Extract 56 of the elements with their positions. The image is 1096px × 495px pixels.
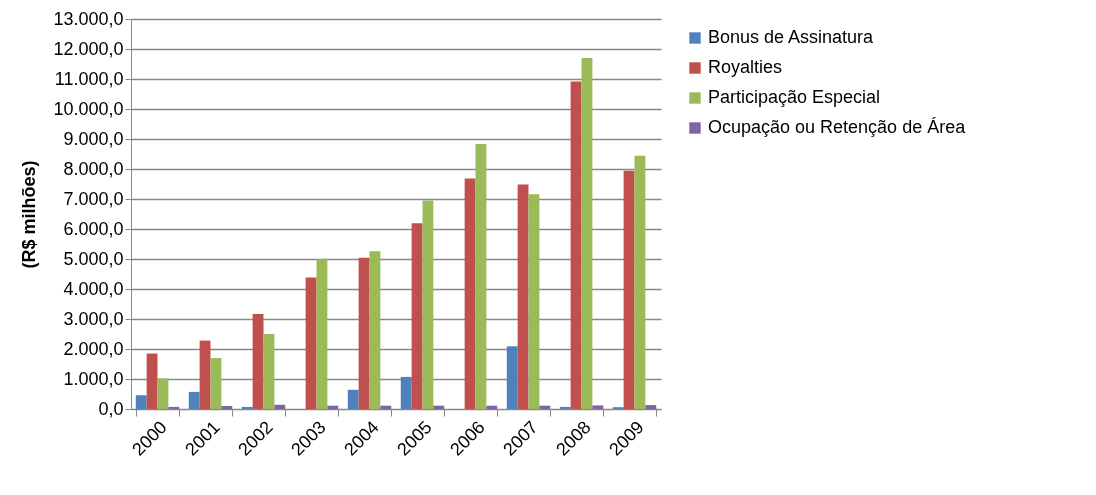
bar	[210, 358, 222, 409]
y-tick-label: 13.000,0	[53, 8, 124, 29]
bar	[327, 405, 339, 409]
y-tick-label: 9.000,0	[63, 128, 124, 149]
y-tick-label: 11.000,0	[54, 68, 124, 89]
bar	[369, 251, 381, 409]
bar	[168, 406, 180, 409]
bar	[634, 155, 646, 409]
y-tick-label: 5.000,0	[63, 248, 124, 269]
legend-label: Ocupação ou Retenção de Área	[708, 117, 967, 137]
legend-label: Bonus de Assinatura	[708, 27, 875, 47]
bar	[157, 378, 169, 409]
y-tick-label: 3.000,0	[63, 308, 124, 329]
legend-label: Royalties	[708, 57, 783, 77]
y-axis-title: (R$ milhões)	[19, 160, 40, 269]
bar	[347, 389, 359, 409]
bar	[305, 277, 317, 409]
bar	[411, 223, 423, 409]
bar	[528, 194, 540, 409]
bar	[241, 406, 253, 409]
bar	[146, 353, 158, 409]
bar	[581, 58, 593, 409]
bar	[263, 334, 275, 409]
bar	[380, 405, 392, 409]
bar	[486, 405, 498, 409]
bar	[506, 346, 518, 409]
bar	[623, 170, 635, 409]
y-tick-label: 12.000,0	[53, 38, 124, 59]
bar	[274, 404, 286, 409]
bar	[645, 405, 657, 409]
bar	[570, 81, 582, 409]
bar	[188, 391, 200, 409]
y-tick-label: 2.000,0	[63, 338, 124, 359]
y-tick-label: 1.000,0	[63, 368, 124, 389]
y-tick-label: 7.000,0	[63, 188, 124, 209]
bar	[433, 405, 445, 409]
bar	[539, 405, 551, 409]
bar	[559, 406, 571, 409]
bar	[517, 184, 529, 409]
bar	[475, 144, 487, 409]
bar	[464, 178, 476, 409]
bar	[135, 395, 147, 409]
bar	[199, 340, 211, 409]
bar	[400, 376, 412, 409]
bar	[358, 257, 370, 409]
bar	[221, 406, 233, 409]
legend-label: Participação Especial	[708, 87, 881, 107]
y-tick-label: 4.000,0	[63, 278, 124, 299]
y-tick-label: 0,0	[98, 398, 124, 419]
bar	[422, 200, 434, 409]
y-tick-label: 8.000,0	[63, 158, 124, 179]
bar	[252, 313, 264, 409]
bar	[592, 405, 604, 409]
y-tick-label: 10.000,0	[53, 98, 124, 119]
y-tick-label: 6.000,0	[63, 218, 124, 239]
bar	[316, 259, 328, 409]
